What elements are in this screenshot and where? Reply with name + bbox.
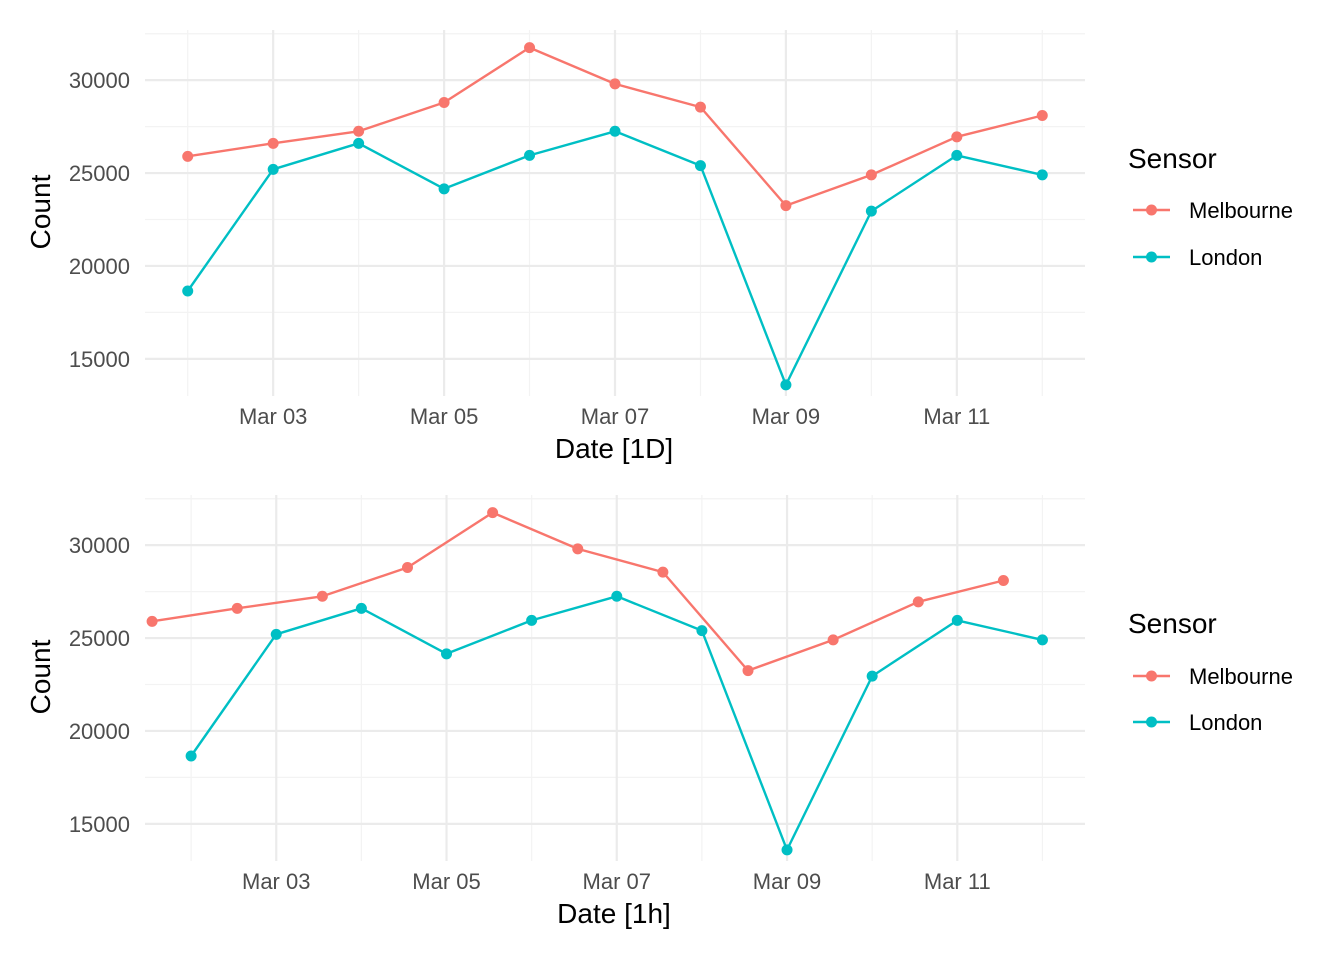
y-tick-label: 20000: [69, 254, 130, 279]
data-point-london: [611, 590, 623, 602]
data-point-london: [951, 149, 963, 161]
legend-item-melbourne: Melbourne: [1133, 664, 1293, 689]
legend-item-london: London: [1133, 245, 1262, 270]
series-layer: [182, 42, 1048, 391]
data-point-melbourne: [827, 634, 839, 646]
legend: Sensor Melbourne London: [1128, 143, 1293, 270]
y-tick-labels: 15000 20000 25000 30000: [69, 68, 130, 372]
y-tick-label: 25000: [69, 161, 130, 186]
y-axis-title: Count: [25, 639, 56, 714]
data-point-melbourne: [182, 150, 194, 162]
x-tick-label: Mar 05: [412, 869, 480, 894]
major-gridlines: [145, 495, 1085, 861]
legend-key-point: [1146, 670, 1157, 682]
y-tick-label: 25000: [69, 626, 130, 651]
x-tick-label: Mar 03: [239, 404, 307, 429]
y-axis-title: Count: [25, 174, 56, 249]
x-tick-label: Mar 09: [753, 869, 821, 894]
data-point-london: [353, 137, 365, 149]
x-tick-label: Mar 11: [923, 404, 990, 429]
data-point-london: [609, 125, 621, 137]
x-tick-label: Mar 07: [581, 404, 649, 429]
y-tick-label: 30000: [69, 68, 130, 93]
data-point-melbourne: [524, 42, 536, 54]
data-point-london: [694, 160, 706, 172]
x-axis-title: Date [1h]: [557, 898, 671, 929]
data-point-london: [1036, 634, 1048, 646]
data-point-melbourne: [997, 574, 1009, 586]
legend-item-melbourne: Melbourne: [1133, 198, 1293, 223]
legend-key-point: [1146, 204, 1157, 216]
data-point-melbourne: [657, 566, 669, 578]
data-point-melbourne: [912, 596, 924, 608]
data-point-melbourne: [780, 200, 792, 212]
y-tick-labels: 15000 20000 25000 30000: [69, 533, 130, 837]
data-point-london: [866, 670, 878, 682]
data-point-melbourne: [951, 131, 963, 143]
legend-item-london: London: [1133, 710, 1262, 735]
data-point-london: [182, 285, 194, 297]
data-point-melbourne: [438, 96, 450, 108]
legend-label: London: [1189, 245, 1262, 270]
data-point-melbourne: [267, 137, 279, 149]
data-point-melbourne: [487, 507, 499, 519]
x-tick-label: Mar 03: [242, 869, 310, 894]
x-tick-labels: Mar 03 Mar 05 Mar 07 Mar 09 Mar 11: [242, 869, 991, 894]
data-point-london: [270, 628, 282, 640]
y-tick-label: 30000: [69, 533, 130, 558]
data-point-london: [441, 648, 453, 660]
x-axis-title: Date [1D]: [555, 433, 673, 464]
data-point-london: [865, 205, 877, 217]
data-point-melbourne: [401, 561, 413, 573]
x-tick-label: Mar 05: [410, 404, 478, 429]
data-point-melbourne: [572, 543, 584, 555]
data-point-melbourne: [742, 665, 754, 677]
x-tick-label: Mar 09: [752, 404, 820, 429]
data-point-london: [1036, 169, 1048, 181]
data-point-london: [780, 379, 792, 391]
legend: Sensor Melbourne London: [1128, 608, 1293, 735]
data-point-london: [781, 844, 793, 856]
legend-title: Sensor: [1128, 143, 1217, 174]
data-point-london: [696, 625, 708, 637]
data-point-london: [355, 602, 367, 614]
data-point-melbourne: [231, 602, 243, 614]
data-point-melbourne: [865, 169, 877, 181]
data-point-melbourne: [146, 615, 158, 627]
y-tick-label: 15000: [69, 347, 130, 372]
legend-key-point: [1146, 251, 1157, 263]
minor-gridlines: [145, 495, 1085, 861]
data-point-london: [526, 614, 538, 626]
data-point-london: [185, 750, 197, 762]
legend-key-point: [1146, 716, 1157, 728]
x-tick-label: Mar 07: [583, 869, 651, 894]
data-point-melbourne: [694, 101, 706, 113]
x-tick-labels: Mar 03 Mar 05 Mar 07 Mar 09 Mar 11: [239, 404, 990, 429]
series-layer: [146, 507, 1048, 856]
y-tick-label: 20000: [69, 719, 130, 744]
data-point-melbourne: [353, 125, 365, 137]
legend-title: Sensor: [1128, 608, 1217, 639]
data-point-melbourne: [316, 590, 328, 602]
data-point-melbourne: [609, 78, 621, 90]
data-point-london: [524, 149, 536, 161]
legend-label: London: [1189, 710, 1262, 735]
x-tick-label: Mar 11: [924, 869, 991, 894]
y-tick-label: 15000: [69, 812, 130, 837]
data-point-london: [438, 183, 450, 195]
data-point-london: [951, 614, 963, 626]
data-point-london: [267, 163, 279, 175]
legend-label: Melbourne: [1189, 664, 1293, 689]
legend-label: Melbourne: [1189, 198, 1293, 223]
data-point-melbourne: [1036, 109, 1048, 121]
